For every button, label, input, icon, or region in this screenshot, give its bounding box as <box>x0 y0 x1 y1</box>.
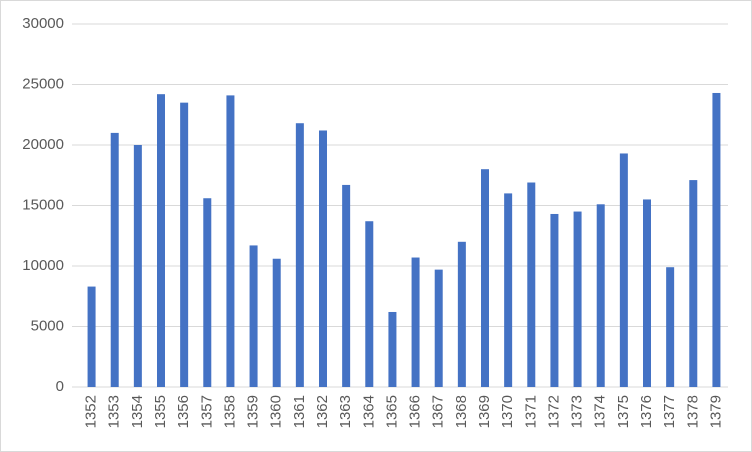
bar <box>481 169 489 387</box>
x-tick-label: 1355 <box>152 395 169 428</box>
bar <box>157 94 165 388</box>
y-tick-label: 0 <box>56 378 64 395</box>
bar <box>388 311 397 387</box>
x-tick-label: 1378 <box>684 395 701 428</box>
bar <box>596 204 605 387</box>
bar <box>434 269 443 387</box>
x-tick-label: 1379 <box>707 395 724 428</box>
bar <box>87 286 96 387</box>
x-tick-label: 1362 <box>314 395 331 428</box>
bar <box>619 153 628 387</box>
y-tick-label: 5000 <box>31 317 64 334</box>
bar <box>457 241 466 387</box>
x-tick-label: 1353 <box>106 395 123 428</box>
y-tick-label: 15000 <box>22 196 64 213</box>
x-tick-label: 1354 <box>129 395 146 428</box>
x-tick-label: 1361 <box>291 395 308 428</box>
x-tick-label: 1372 <box>545 395 562 428</box>
bar <box>295 123 304 387</box>
x-tick-label: 1377 <box>661 395 678 428</box>
y-tick-label: 30000 <box>22 15 64 32</box>
x-tick-label: 1358 <box>221 395 238 428</box>
x-tick-label: 1369 <box>476 395 493 428</box>
bar <box>180 102 189 388</box>
bar <box>527 182 536 387</box>
x-tick-label: 1368 <box>453 395 470 428</box>
bar <box>203 198 212 387</box>
bar <box>342 184 351 387</box>
bar <box>249 245 258 387</box>
bar <box>666 267 675 387</box>
x-tick-label: 1352 <box>83 395 100 428</box>
bar <box>365 221 374 387</box>
bar <box>133 145 142 387</box>
bar <box>272 258 281 387</box>
x-tick-label: 1373 <box>569 395 586 428</box>
x-tick-label: 1356 <box>175 395 192 428</box>
x-tick-label: 1375 <box>615 395 632 428</box>
bar <box>110 132 119 387</box>
bar <box>573 211 582 387</box>
bar <box>712 92 721 387</box>
y-tick-label: 10000 <box>22 257 64 274</box>
x-tick-label: 1374 <box>592 395 609 428</box>
x-tick-label: 1360 <box>268 395 285 428</box>
bar <box>643 199 651 387</box>
bar <box>550 213 559 387</box>
x-tick-label: 1366 <box>407 395 424 428</box>
bar <box>226 95 235 387</box>
x-tick-label: 1365 <box>383 395 400 428</box>
x-tick-label: 1371 <box>522 395 539 428</box>
bar <box>411 257 420 387</box>
x-tick-label: 1364 <box>360 395 377 428</box>
y-tick-label: 25000 <box>22 75 64 92</box>
bar <box>689 180 698 387</box>
x-tick-label: 1363 <box>337 395 354 428</box>
x-tick-label: 1370 <box>499 395 516 428</box>
x-tick-label: 1357 <box>198 395 215 428</box>
x-tick-label: 1367 <box>430 395 447 428</box>
bar <box>319 130 327 388</box>
x-tick-label: 1359 <box>245 395 262 428</box>
bar <box>504 193 513 387</box>
x-tick-label: 1376 <box>638 395 655 428</box>
y-tick-label: 20000 <box>22 136 64 153</box>
